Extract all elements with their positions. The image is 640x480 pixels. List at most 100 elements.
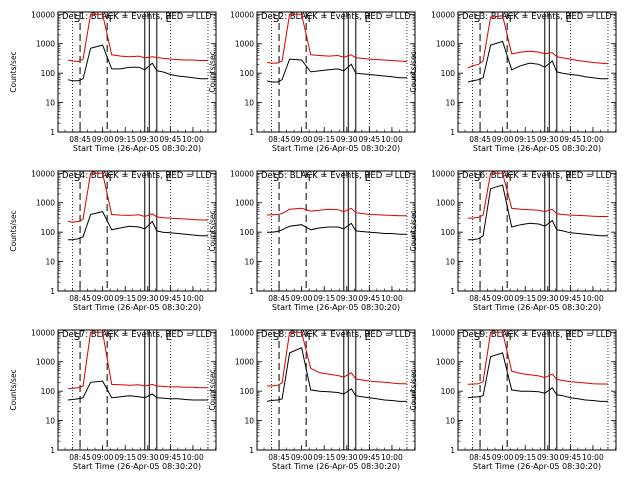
x-tick-label: 09:00: [92, 135, 114, 144]
x-tick-label: 08:45: [268, 453, 290, 462]
x-tick-label: 09:45: [160, 294, 182, 303]
events-series-line: [267, 222, 407, 235]
x-tick-label: 09:15: [514, 135, 536, 144]
x-tick-label: 08:45: [69, 294, 91, 303]
y-tick-label: 100: [41, 387, 56, 396]
chart-title: Det 1: BLACK = Events, RED = LLD: [62, 12, 212, 22]
plot-frame: [256, 329, 416, 451]
x-tick-label: 09:30: [336, 135, 358, 144]
x-tick-label: 08:45: [268, 294, 290, 303]
x-tick-label: 09:45: [359, 453, 381, 462]
lld-series-line: [67, 331, 208, 390]
x-tick-label: 09:15: [514, 453, 536, 462]
marker-label: E: [365, 173, 371, 184]
y-tick-label: 1000: [235, 199, 254, 208]
chart-panel-1: Det 1: BLACK = Events, RED = LLD Counts/s…: [9, 10, 217, 153]
x-tick-label: 08:45: [268, 135, 290, 144]
y-axis-label: Counts/sec: [9, 369, 18, 410]
marker-label: E: [166, 14, 172, 25]
marker-label: S: [273, 14, 279, 25]
events-series-line: [467, 352, 608, 402]
marker-label: S: [74, 173, 80, 184]
chart-title: Det 2: BLACK = Events, RED = LLD: [261, 12, 411, 22]
y-axis-label: Counts/sec: [9, 51, 18, 92]
y-tick-label: 10000: [230, 328, 254, 337]
y-tick-label: 10000: [431, 169, 455, 178]
y-tick-label: 10: [445, 99, 455, 108]
chart-title: Det 7: BLACK = Events, RED = LLD: [62, 330, 212, 340]
x-tick-label: 09:30: [336, 294, 358, 303]
plot-frame: [57, 170, 217, 292]
marker-label: S: [474, 332, 480, 343]
x-tick-label: 09:30: [137, 294, 159, 303]
marker-label: T: [106, 14, 114, 25]
events-series-line: [266, 346, 407, 402]
x-tick-label: 09:45: [560, 453, 582, 462]
x-tick-label: 09:00: [492, 453, 514, 462]
x-tick-label: 10:00: [381, 453, 403, 462]
y-tick-label: 10: [45, 99, 55, 108]
x-tick-label: 09:45: [560, 294, 582, 303]
x-axis-label: Start Time (26-Apr-05 08:30:20): [272, 462, 400, 471]
x-axis-label: Start Time (26-Apr-05 08:30:20): [272, 303, 400, 312]
x-tick-label: 09:30: [336, 453, 358, 462]
lld-series-line: [467, 15, 609, 69]
chart-panel-2: Det 2: BLACK = Events, RED = LLD Counts/s…: [208, 10, 416, 153]
chart-panel-9: Det 9: BLACK = Events, RED = LLD Counts/s…: [409, 328, 617, 471]
y-tick-label: 1: [50, 446, 55, 455]
y-tick-label: 100: [41, 228, 56, 237]
x-tick-label: 09:15: [114, 135, 136, 144]
x-tick-label: 09:15: [313, 135, 335, 144]
plot-frame: [457, 170, 617, 292]
y-tick-label: 10000: [431, 328, 455, 337]
x-tick-label: 09:15: [514, 294, 536, 303]
events-series-line: [67, 380, 208, 401]
x-tick-label: 09:30: [537, 453, 559, 462]
marker-label: S: [273, 173, 279, 184]
marker-label: S: [74, 332, 80, 343]
y-tick-label: 1000: [36, 358, 55, 367]
y-tick-label: 1: [450, 128, 455, 137]
events-series-line: [266, 58, 407, 83]
marker-label: E: [566, 332, 572, 343]
chart-panel-6: Det 6: BLACK = Events, RED = LLD Counts/s…: [409, 169, 617, 312]
x-tick-label: 09:30: [137, 135, 159, 144]
y-axis-label: Counts/sec: [9, 210, 18, 251]
marker-label: T: [106, 173, 114, 184]
y-tick-label: 100: [441, 228, 456, 237]
marker-label: T: [106, 332, 114, 343]
plot-frame: [57, 329, 217, 451]
x-tick-label: 09:30: [537, 135, 559, 144]
marker-label: S: [273, 332, 279, 343]
x-tick-label: 09:15: [114, 453, 136, 462]
x-tick-label: 10:00: [381, 135, 403, 144]
x-tick-label: 09:30: [537, 294, 559, 303]
lld-series-line: [467, 331, 608, 385]
x-tick-label: 09:00: [291, 453, 313, 462]
y-tick-label: 1000: [235, 358, 254, 367]
x-tick-label: 09:45: [359, 294, 381, 303]
x-tick-label: 10:00: [582, 135, 604, 144]
x-tick-label: 08:45: [469, 294, 491, 303]
y-tick-label: 1000: [436, 40, 455, 49]
x-tick-label: 10:00: [182, 135, 204, 144]
x-tick-label: 10:00: [582, 453, 604, 462]
chart-title: Det 4: BLACK = Events, RED = LLD: [62, 171, 212, 181]
marker-label: S: [474, 14, 480, 25]
y-tick-label: 10000: [230, 169, 254, 178]
lld-series-line: [267, 331, 407, 387]
marker-label: E: [166, 332, 172, 343]
y-tick-label: 10: [45, 258, 55, 267]
y-tick-label: 10000: [431, 10, 455, 19]
x-axis-label: Start Time (26-Apr-05 08:30:20): [73, 303, 201, 312]
chart-panel-5: Det 5: BLACK = Events, RED = LLD Counts/s…: [208, 169, 416, 312]
marker-label: E: [365, 332, 371, 343]
x-tick-label: 09:45: [560, 135, 582, 144]
y-tick-label: 100: [240, 387, 255, 396]
marker-label: T: [506, 332, 514, 343]
y-tick-label: 100: [441, 387, 456, 396]
x-tick-label: 08:45: [69, 453, 91, 462]
marker-label: T: [506, 173, 514, 184]
plot-frame: [256, 170, 416, 292]
